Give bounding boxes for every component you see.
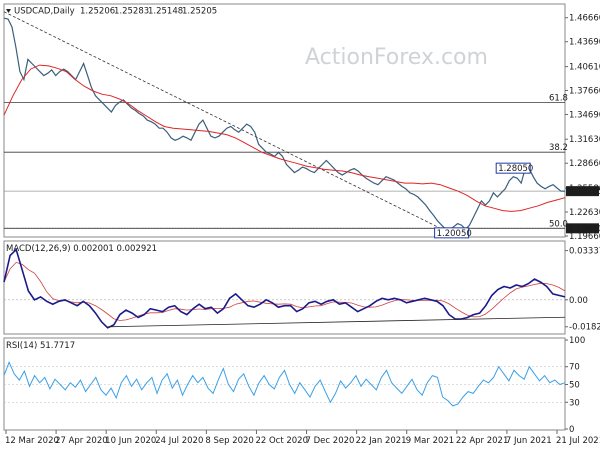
swing-low-label: 1.20050 — [437, 229, 472, 239]
chevron-down-icon[interactable] — [6, 9, 11, 13]
fib-level-label: 61.8 — [549, 94, 568, 104]
moving-average-line — [3, 64, 566, 212]
price-lines — [3, 11, 565, 234]
x-tick-label: 22 Apr 2021 — [456, 436, 509, 446]
x-tick-label: 9 Mar 2021 — [406, 436, 454, 446]
swing-high-box — [495, 162, 531, 174]
macd-title: MACD(12,26,9) 0.002001 0.002921 — [6, 244, 157, 254]
rsi-panel-frame — [3, 337, 566, 431]
rsi-tick-label: 100 — [569, 336, 585, 346]
x-tick-label: 24 Jul 2020 — [155, 436, 203, 446]
support-level-tag — [566, 223, 599, 234]
swing-low-box — [434, 227, 470, 239]
last-price-tag — [566, 186, 599, 197]
rsi-tick-label: 70 — [569, 363, 580, 373]
x-tick-label: 12 Mar 2020 — [5, 436, 59, 446]
price-tick-label: 1.34690 — [569, 110, 600, 120]
price-series — [3, 17, 566, 231]
rsi-tick-label: 0 — [569, 425, 574, 435]
ohlc-open: 1.25206 — [80, 7, 115, 17]
price-tick-label: 1.37660 — [569, 86, 600, 96]
downtrend-line — [3, 11, 450, 234]
macd-tick-label: 0.00 — [569, 296, 588, 306]
x-tick-label: 27 Apr 2020 — [55, 436, 108, 446]
rsi-layer: 100 70 50 30 0 — [3, 336, 585, 435]
swing-high-label: 1.28050 — [498, 164, 533, 174]
ohlc-low: 1.25148 — [148, 7, 183, 17]
support-level-tag-text: 1.20610 — [568, 224, 600, 234]
rsi-tick-label: 30 — [569, 398, 580, 408]
last-price-tag-text: 1.25205 — [568, 187, 600, 197]
x-tick-label: 22 Jan 2021 — [356, 436, 407, 446]
macd-layer: 0.03337 0.00 -0.018262 — [3, 247, 600, 333]
x-tick-label: 22 Oct 2020 — [255, 436, 308, 446]
price-tick-label: 1.46660 — [569, 14, 600, 24]
watermark: ActionForex.com — [305, 45, 488, 70]
price-panel-frame — [3, 3, 566, 238]
price-tick-label: 1.22630 — [569, 208, 600, 218]
x-tick-label: 10 Jun 2020 — [105, 436, 156, 446]
macd-tick-label: -0.018262 — [569, 323, 600, 333]
symbol-label: USDCAD,Daily — [14, 7, 75, 17]
fib-level-label: 38.2 — [549, 143, 568, 153]
macd-trendline — [107, 316, 566, 328]
x-tick-label: 7 Jun 2021 — [506, 436, 552, 446]
price-tick-label: 1.40610 — [569, 63, 600, 73]
macd-tick-label: 0.03337 — [569, 247, 600, 257]
x-tick-label: 7 Dec 2020 — [306, 436, 355, 446]
price-tick-label: 1.19660 — [569, 232, 600, 242]
price-header: USDCAD,Daily 1.25206 1.25283 1.25148 1.2… — [6, 7, 217, 17]
price-axis: 1.46660 1.43690 1.40610 1.37660 1.34690 1.316… — [565, 14, 600, 242]
rsi-title: RSI(14) 51.7717 — [6, 341, 75, 351]
price-tick-label: 1.28660 — [569, 159, 600, 169]
rsi-line — [3, 360, 566, 407]
rsi-tick-label: 50 — [569, 381, 580, 391]
macd-line — [3, 248, 566, 329]
macd-panel-frame — [3, 240, 566, 335]
ohlc-high: 1.25283 — [114, 7, 149, 17]
price-tick-label: 1.43690 — [569, 38, 600, 48]
fib-level-label: 50.0 — [549, 219, 568, 229]
ohlc-close: 1.25205 — [182, 7, 217, 17]
x-tick-label: 8 Sep 2020 — [205, 436, 253, 446]
x-tick-label: 21 Jul 2021 — [556, 436, 600, 446]
price-tick-label: 1.31630 — [569, 135, 600, 145]
price-labels: 61.8 38.2 50.0 1.28050 1.20050 1.25205 1.20610 — [434, 94, 600, 239]
